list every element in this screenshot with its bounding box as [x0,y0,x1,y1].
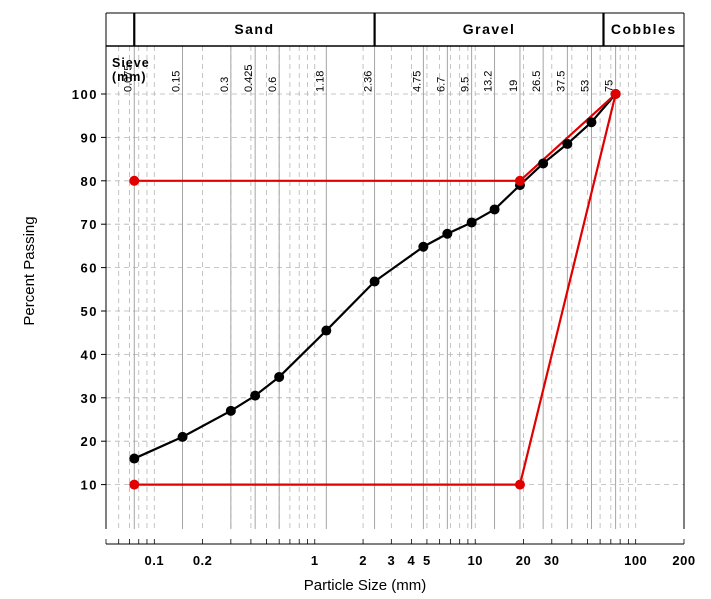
y-tick-label: 50 [81,304,98,319]
series-layer [129,89,621,490]
series-1-point [586,117,597,128]
x-axis-title: Particle Size (mm) [304,577,427,594]
series-1-point [274,371,285,382]
y-tick-label: 40 [81,347,98,362]
sieve-unit: (mm) [112,70,147,84]
series-1-point [369,276,380,287]
series-2-point [514,175,525,186]
x-tick-label: 30 [544,553,559,568]
y-tick-label: 20 [81,434,98,449]
soil-class-label: Gravel [463,21,516,37]
series-1-point [442,228,453,239]
y-tick-label: 90 [81,130,98,145]
sieve-label: 1.18 [314,71,326,92]
sieve-label: 2.36 [363,71,375,92]
sieve-label: 0.15 [171,71,183,92]
series-1-point [489,204,500,215]
x-tick-label: 10 [467,553,482,568]
series-1-point [177,431,188,442]
sieve-label: 0.075 [122,64,134,92]
x-tick-label: 0.2 [193,553,213,568]
series-2-point [129,479,140,490]
series-1-point [538,158,549,169]
y-tick-label: 10 [81,478,98,493]
series-1-point [129,453,140,464]
x-tick-label: 4 [408,553,416,568]
sieve-label: 53 [579,80,591,92]
y-tick-label: 60 [81,261,98,276]
series-2-point [129,175,140,186]
labels-layer: 0.1 0.2 1 2 3 4 5 10 20 30 100 200 10 20 30 40 50 60 70 80 9… [21,56,695,594]
sieve-lines-layer [133,46,617,529]
sieve-label: 37.5 [555,71,567,92]
grid-layer [105,46,685,529]
x-tick-label: 100 [624,553,647,568]
y-axis-title: Percent Passing [21,216,38,325]
x-tick-label: 2 [359,553,367,568]
y-tick-label: 30 [81,391,98,406]
series-1-point [225,405,236,416]
series-1-line [133,93,617,460]
series-1-point [418,241,429,252]
x-tick-label: 20 [516,553,531,568]
x-tick-label: 5 [423,553,431,568]
soil-class-label: Sand [234,21,274,37]
series-1-point [321,325,332,336]
soil-class-label: Cobbles [611,21,677,37]
series-1-point [466,217,477,228]
sieve-label: 75 [604,80,616,92]
y-tick-label: 100 [72,87,98,102]
x-tick-label: 200 [672,553,695,568]
sieve-label: 13.2 [483,71,495,92]
sieve-label: 0.6 [267,77,279,92]
series-2-point [610,89,621,99]
series-2-point [514,479,525,490]
axes-layer [101,12,685,545]
sieve-label: 6.7 [435,77,447,92]
series-1-point [250,390,261,401]
x-tick-label: 3 [387,553,395,568]
y-tick-label: 70 [81,217,98,232]
x-tick-label: 0.1 [145,553,165,568]
header-layer: Sand Gravel Cobbles [106,13,684,47]
sieve-label: 9.5 [460,77,472,92]
sieve-label: 26.5 [531,71,543,92]
x-tick-label: 1 [311,553,319,568]
sieve-label: 19 [508,80,520,92]
series-1-point [562,138,573,149]
sieve-label: 0.3 [219,77,231,92]
sieve-title: Sieve [112,56,150,70]
sieve-label: 0.425 [243,64,255,92]
y-tick-label: 80 [81,174,98,189]
sieve-label: 4.75 [411,71,423,92]
